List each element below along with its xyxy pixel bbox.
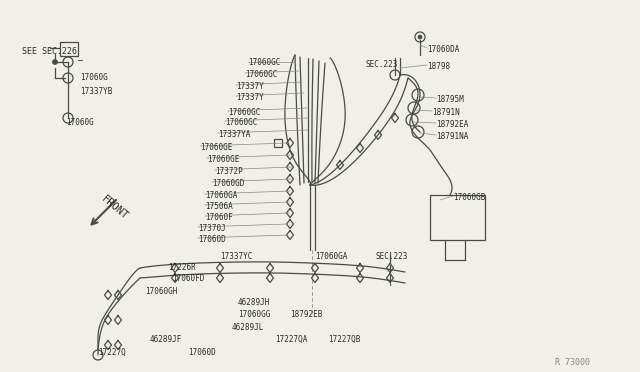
Text: 18795M: 18795M: [436, 95, 464, 104]
Text: 17060GE: 17060GE: [200, 143, 232, 152]
Text: 17226R: 17226R: [168, 263, 196, 272]
Text: 17060D: 17060D: [188, 348, 216, 357]
Bar: [60, 42, 78, 56]
Text: 17060GA: 17060GA: [205, 191, 237, 200]
Text: —: —: [78, 56, 83, 65]
Text: 17060D: 17060D: [198, 235, 226, 244]
Text: 17060DA: 17060DA: [427, 45, 460, 54]
Text: FRONT: FRONT: [100, 194, 131, 222]
Text: 17060F: 17060F: [205, 213, 233, 222]
Text: 17372P: 17372P: [215, 167, 243, 176]
Text: 17337YC: 17337YC: [220, 252, 252, 261]
Text: 17060GE: 17060GE: [207, 155, 239, 164]
Text: 46289JH: 46289JH: [238, 298, 270, 307]
Text: SEE SEC.226: SEE SEC.226: [22, 47, 77, 56]
Circle shape: [418, 35, 422, 39]
Text: 18792EA: 18792EA: [436, 120, 468, 129]
Text: 18792EB: 18792EB: [290, 310, 323, 319]
Text: 17370J: 17370J: [198, 224, 226, 233]
Text: 46289JL: 46289JL: [232, 323, 264, 332]
Text: 17060GA: 17060GA: [315, 252, 348, 261]
Text: 17060GD: 17060GD: [212, 179, 244, 188]
Text: 17060GC: 17060GC: [245, 70, 277, 79]
Text: 17060GC: 17060GC: [225, 118, 257, 127]
Text: 17060GB: 17060GB: [453, 193, 485, 202]
Text: 17337YB: 17337YB: [80, 87, 113, 96]
Text: 18791NA: 18791NA: [436, 132, 468, 141]
Circle shape: [52, 60, 58, 64]
Text: 17506A: 17506A: [205, 202, 233, 211]
Text: 46289JF: 46289JF: [150, 335, 182, 344]
Text: 17060G: 17060G: [80, 73, 108, 82]
Text: 17060G: 17060G: [66, 118, 93, 127]
Text: 17227Q: 17227Q: [98, 348, 125, 357]
Text: 17060GC: 17060GC: [248, 58, 280, 67]
Text: 18791N: 18791N: [432, 108, 460, 117]
Text: 17227QA: 17227QA: [275, 335, 307, 344]
Text: 17337Y: 17337Y: [236, 93, 264, 102]
Text: SEC.223: SEC.223: [365, 60, 397, 69]
Text: 17060FD: 17060FD: [172, 274, 204, 283]
Text: 17337Y: 17337Y: [236, 82, 264, 91]
Text: 17227QB: 17227QB: [328, 335, 360, 344]
Text: R 73000: R 73000: [555, 358, 590, 367]
Text: 17060GH: 17060GH: [145, 287, 177, 296]
Text: 18798: 18798: [427, 62, 450, 71]
Bar: [430, 195, 485, 240]
Text: 17060GC: 17060GC: [228, 108, 260, 117]
Bar: [274, 139, 282, 147]
Text: 17060GG: 17060GG: [238, 310, 270, 319]
Text: 17337YA: 17337YA: [218, 130, 250, 139]
Text: SEC.223: SEC.223: [375, 252, 408, 261]
